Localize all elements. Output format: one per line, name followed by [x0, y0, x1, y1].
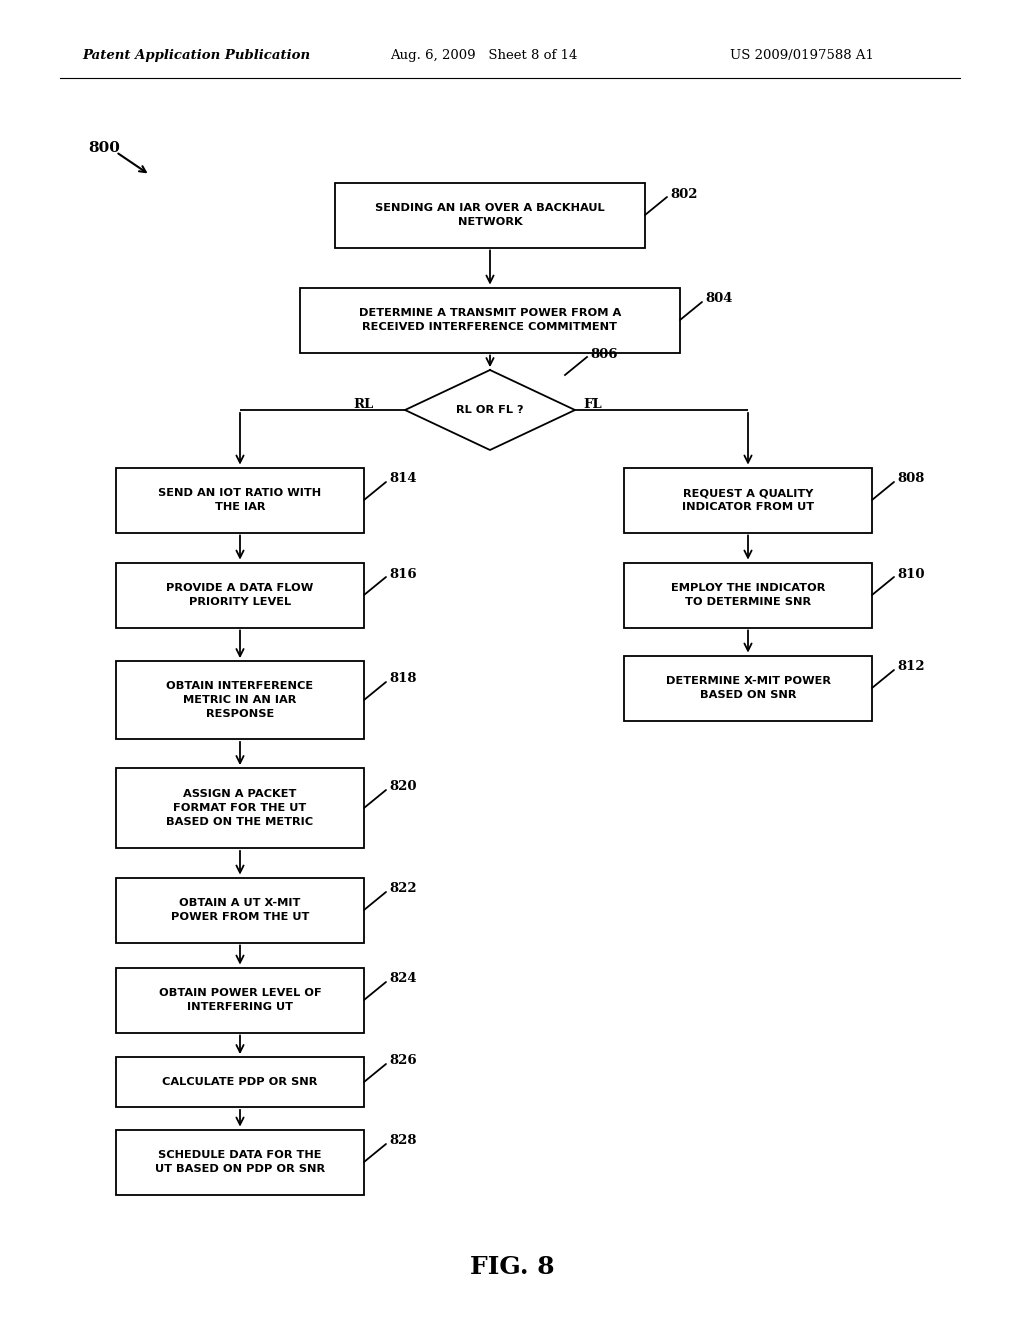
Bar: [300, 288, 680, 352]
Text: SCHEDULE DATA FOR THE
UT BASED ON PDP OR SNR: SCHEDULE DATA FOR THE UT BASED ON PDP OR…: [155, 1150, 325, 1173]
Bar: [624, 656, 872, 721]
Text: Aug. 6, 2009   Sheet 8 of 14: Aug. 6, 2009 Sheet 8 of 14: [390, 49, 578, 62]
Text: 804: 804: [705, 293, 732, 305]
Text: 824: 824: [389, 973, 417, 986]
Text: PROVIDE A DATA FLOW
PRIORITY LEVEL: PROVIDE A DATA FLOW PRIORITY LEVEL: [166, 583, 313, 607]
Text: 820: 820: [389, 780, 417, 793]
Text: REQUEST A QUALITY
INDICATOR FROM UT: REQUEST A QUALITY INDICATOR FROM UT: [682, 488, 814, 512]
Text: OBTAIN INTERFERENCE
METRIC IN AN IAR
RESPONSE: OBTAIN INTERFERENCE METRIC IN AN IAR RES…: [167, 681, 313, 718]
Text: SENDING AN IAR OVER A BACKHAUL
NETWORK: SENDING AN IAR OVER A BACKHAUL NETWORK: [375, 203, 605, 227]
Bar: [624, 467, 872, 532]
Text: 822: 822: [389, 883, 417, 895]
Text: 808: 808: [897, 473, 925, 486]
Bar: [116, 968, 364, 1032]
Bar: [624, 562, 872, 627]
Text: 806: 806: [590, 347, 617, 360]
Bar: [116, 1130, 364, 1195]
Bar: [116, 467, 364, 532]
Text: 826: 826: [389, 1055, 417, 1068]
Text: RL OR FL ?: RL OR FL ?: [457, 405, 523, 414]
Bar: [116, 1057, 364, 1107]
Text: 818: 818: [389, 672, 417, 685]
Bar: [116, 878, 364, 942]
Text: ASSIGN A PACKET
FORMAT FOR THE UT
BASED ON THE METRIC: ASSIGN A PACKET FORMAT FOR THE UT BASED …: [167, 789, 313, 826]
Text: 816: 816: [389, 568, 417, 581]
Text: Patent Application Publication: Patent Application Publication: [82, 49, 310, 62]
Text: 802: 802: [670, 187, 697, 201]
Text: RL: RL: [353, 397, 374, 411]
Text: 812: 812: [897, 660, 925, 673]
Text: US 2009/0197588 A1: US 2009/0197588 A1: [730, 49, 873, 62]
Text: 814: 814: [389, 473, 417, 486]
Text: FL: FL: [583, 397, 602, 411]
Text: 810: 810: [897, 568, 925, 581]
Text: SEND AN IOT RATIO WITH
THE IAR: SEND AN IOT RATIO WITH THE IAR: [159, 488, 322, 512]
Text: EMPLOY THE INDICATOR
TO DETERMINE SNR: EMPLOY THE INDICATOR TO DETERMINE SNR: [671, 583, 825, 607]
Bar: [335, 182, 645, 248]
Bar: [116, 562, 364, 627]
Text: OBTAIN POWER LEVEL OF
INTERFERING UT: OBTAIN POWER LEVEL OF INTERFERING UT: [159, 989, 322, 1012]
Bar: [116, 661, 364, 739]
Text: 800: 800: [88, 141, 120, 154]
Text: DETERMINE A TRANSMIT POWER FROM A
RECEIVED INTERFERENCE COMMITMENT: DETERMINE A TRANSMIT POWER FROM A RECEIV…: [358, 308, 622, 331]
Text: CALCULATE PDP OR SNR: CALCULATE PDP OR SNR: [163, 1077, 317, 1086]
Text: FIG. 8: FIG. 8: [470, 1255, 554, 1279]
Bar: [116, 768, 364, 847]
Text: 828: 828: [389, 1134, 417, 1147]
Text: DETERMINE X-MIT POWER
BASED ON SNR: DETERMINE X-MIT POWER BASED ON SNR: [666, 676, 830, 700]
Text: OBTAIN A UT X-MIT
POWER FROM THE UT: OBTAIN A UT X-MIT POWER FROM THE UT: [171, 898, 309, 921]
Polygon shape: [406, 370, 575, 450]
